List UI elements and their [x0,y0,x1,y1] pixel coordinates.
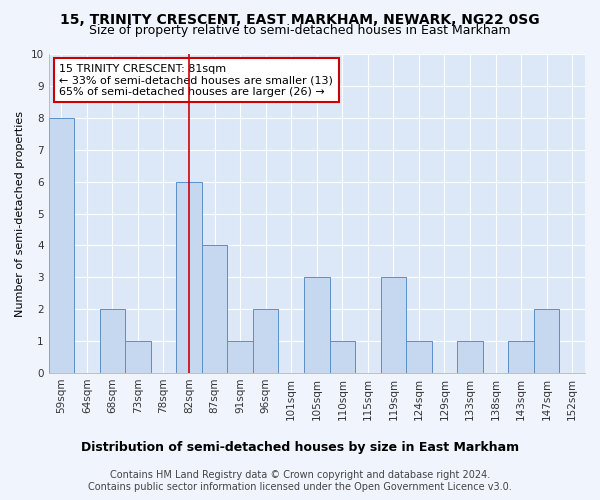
Bar [534,309,559,373]
Bar [49,118,74,373]
Y-axis label: Number of semi-detached properties: Number of semi-detached properties [15,110,25,316]
Text: Contains public sector information licensed under the Open Government Licence v3: Contains public sector information licen… [88,482,512,492]
Bar [329,341,355,373]
Bar [100,309,125,373]
Bar [406,341,432,373]
Text: 15 TRINITY CRESCENT: 81sqm
← 33% of semi-detached houses are smaller (13)
65% of: 15 TRINITY CRESCENT: 81sqm ← 33% of semi… [59,64,333,97]
Text: Contains HM Land Registry data © Crown copyright and database right 2024.: Contains HM Land Registry data © Crown c… [110,470,490,480]
Bar [176,182,202,373]
Text: Distribution of semi-detached houses by size in East Markham: Distribution of semi-detached houses by … [81,441,519,454]
Bar [227,341,253,373]
Bar [253,309,278,373]
Bar [457,341,483,373]
Text: 15, TRINITY CRESCENT, EAST MARKHAM, NEWARK, NG22 0SG: 15, TRINITY CRESCENT, EAST MARKHAM, NEWA… [60,12,540,26]
Bar [508,341,534,373]
Bar [380,278,406,373]
Text: Size of property relative to semi-detached houses in East Markham: Size of property relative to semi-detach… [89,24,511,37]
Bar [125,341,151,373]
Bar [202,246,227,373]
Bar [304,278,329,373]
